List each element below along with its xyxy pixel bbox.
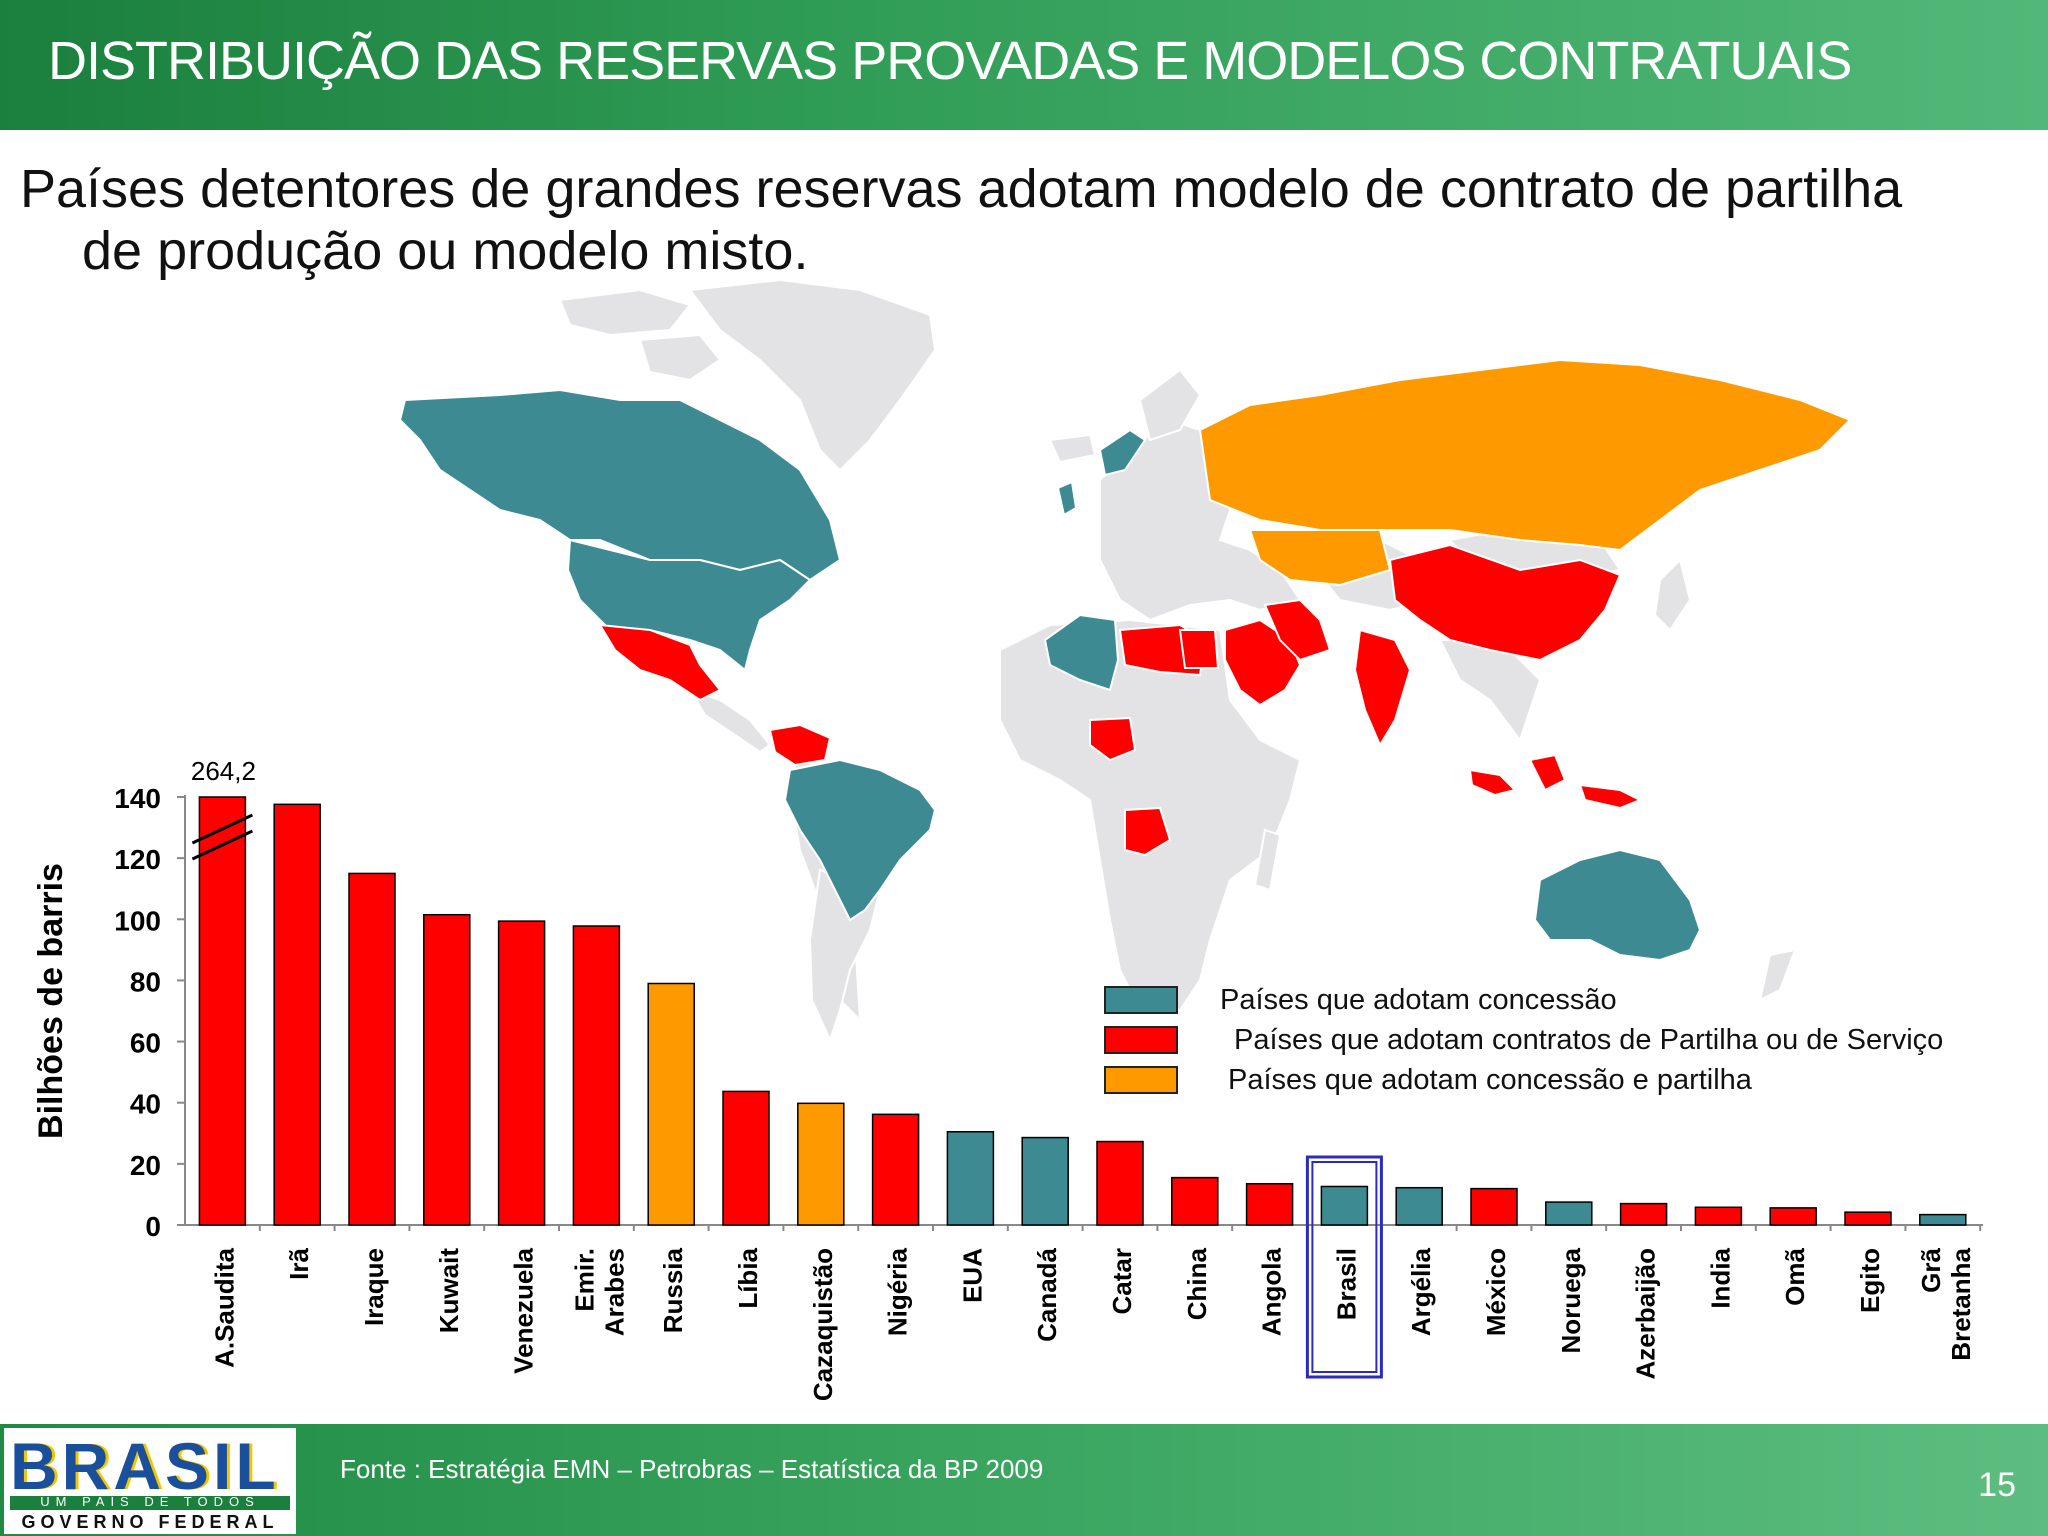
- x-tick-label: Brasil: [1331, 1248, 1361, 1320]
- bar: [424, 915, 470, 1225]
- x-tick-label: Canadá: [1032, 1247, 1062, 1341]
- bar: [1920, 1215, 1966, 1225]
- x-tick-label: Iraque: [359, 1248, 389, 1326]
- x-tick-label: China: [1182, 1247, 1212, 1320]
- y-tick-label: 40: [130, 1089, 161, 1120]
- brasil-governo-federal-logo: BRASIL UM PAÍS DE TODOS GOVERNO FEDERAL: [4, 1428, 296, 1534]
- bar: [499, 921, 545, 1225]
- y-tick-label: 140: [114, 783, 161, 814]
- legend-item-partilha: Países que adotam contratos de Partilha …: [1104, 1024, 2024, 1064]
- x-tick-label: Catar: [1107, 1248, 1137, 1314]
- bar: [1621, 1204, 1667, 1225]
- bar: [1321, 1186, 1367, 1225]
- y-tick-label: 120: [114, 844, 161, 875]
- legend-swatch-misto: [1104, 1066, 1178, 1094]
- y-tick-label: 80: [130, 966, 161, 997]
- bar: [1546, 1202, 1592, 1225]
- x-tick-label: Emir.Arabes: [569, 1248, 629, 1336]
- bar: [1247, 1184, 1293, 1225]
- bar: [798, 1103, 844, 1225]
- source-note: Fonte : Estratégia EMN – Petrobras – Est…: [340, 1454, 1043, 1485]
- logo-tagline: UM PAÍS DE TODOS: [10, 1494, 290, 1509]
- legend-item-concessao: Países que adotam concessão: [1104, 984, 2024, 1024]
- legend-item-misto: Países que adotam concessão e partilha: [1104, 1064, 2024, 1104]
- legend-label-concessao: Países que adotam concessão: [1220, 984, 1617, 1017]
- x-tick-label: Omã: [1780, 1247, 1810, 1305]
- logo-word: BRASIL: [10, 1428, 280, 1504]
- x-tick-label: Irã: [284, 1247, 314, 1279]
- bar: [199, 797, 245, 1225]
- bar: [873, 1114, 919, 1225]
- x-tick-label: A.Saudita: [209, 1247, 239, 1367]
- x-tick-label: Nigéria: [883, 1247, 913, 1336]
- bar: [1396, 1188, 1442, 1225]
- bar: [723, 1091, 769, 1225]
- bar: [1845, 1212, 1891, 1225]
- y-tick-label: 20: [130, 1150, 161, 1181]
- x-tick-label: Egito: [1855, 1248, 1885, 1313]
- x-tick-label: EUA: [957, 1248, 987, 1303]
- x-tick-label: Venezuela: [509, 1247, 539, 1373]
- y-tick-label: 60: [130, 1028, 161, 1059]
- logo-subtitle: GOVERNO FEDERAL: [10, 1512, 290, 1533]
- bar: [573, 926, 619, 1225]
- bar: [1471, 1189, 1517, 1225]
- x-tick-label: México: [1481, 1248, 1511, 1336]
- footer: BRASIL UM PAÍS DE TODOS GOVERNO FEDERAL …: [0, 1424, 2048, 1536]
- x-tick-label: Cazaquistão: [808, 1248, 838, 1401]
- break-value-label: 264,2: [191, 756, 256, 786]
- legend: Países que adotam concessão Países que a…: [1104, 984, 2024, 1104]
- x-tick-label: Kuwait: [434, 1248, 464, 1334]
- bar: [1172, 1178, 1218, 1225]
- bar: [1770, 1208, 1816, 1225]
- legend-label-misto: Países que adotam concessão e partilha: [1228, 1064, 1752, 1097]
- x-axis-labels: A.Saudita Irã Iraque Kuwait Venezuela Emir.Ar…: [209, 1247, 1975, 1401]
- x-tick-label: Azerbaijão: [1631, 1248, 1661, 1380]
- x-tick-label: India: [1705, 1247, 1735, 1308]
- bar: [1022, 1138, 1068, 1225]
- bar: [274, 804, 320, 1225]
- bar: [947, 1132, 993, 1225]
- x-tick-label: Russia: [658, 1247, 688, 1333]
- bar: [648, 983, 694, 1225]
- x-tick-label: Líbia: [733, 1247, 763, 1308]
- x-tick-label: Angola: [1257, 1247, 1287, 1336]
- bar: [1097, 1142, 1143, 1225]
- x-tick-label: Noruega: [1556, 1247, 1586, 1353]
- bar: [1695, 1207, 1741, 1225]
- bar: [349, 873, 395, 1225]
- x-tick-label: GrãBretanha: [1916, 1247, 1976, 1360]
- legend-label-partilha: Países que adotam contratos de Partilha …: [1234, 1024, 1943, 1057]
- page-number: 15: [1978, 1466, 2016, 1505]
- y-axis-ticks: 0 20 40 60 80 100 120 140: [114, 783, 185, 1242]
- legend-swatch-partilha: [1104, 1026, 1178, 1054]
- y-tick-label: 0: [145, 1211, 161, 1242]
- y-axis-label: Bilhões de barris: [32, 863, 70, 1139]
- legend-swatch-concessao: [1104, 986, 1178, 1014]
- y-tick-label: 100: [114, 905, 161, 936]
- x-tick-label: Argélia: [1406, 1247, 1436, 1336]
